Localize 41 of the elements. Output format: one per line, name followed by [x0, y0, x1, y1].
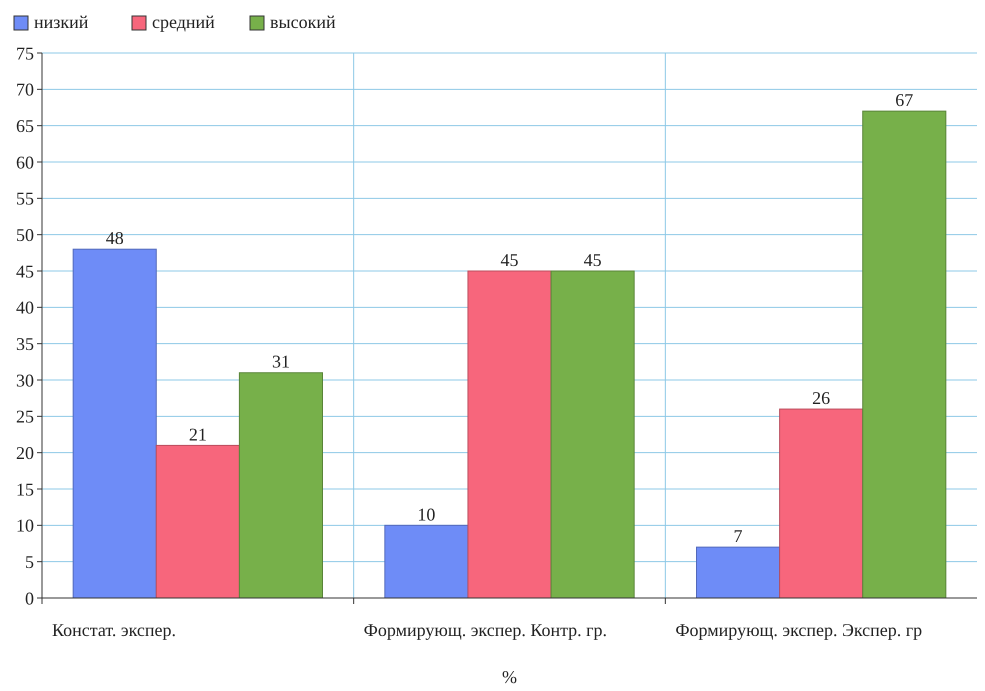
data-label: 31 [272, 352, 290, 372]
bar [156, 444, 240, 598]
y-tick-label: 0 [25, 588, 34, 608]
data-label: 10 [417, 504, 436, 524]
y-tick-label: 15 [16, 479, 34, 500]
data-label: 48 [106, 228, 124, 248]
y-tick-label: 30 [16, 370, 34, 390]
data-label: 26 [812, 388, 830, 408]
y-tick-label: 35 [16, 334, 34, 354]
x-tick-label: Констат. экспер. [52, 620, 176, 640]
bar [862, 110, 946, 598]
data-label: 45 [500, 250, 518, 270]
y-tick-label: 50 [16, 224, 34, 245]
y-tick-label: 10 [16, 516, 34, 536]
y-tick-label: 5 [25, 552, 34, 572]
legend-label: высокий [270, 12, 336, 32]
y-tick-label: 40 [16, 298, 34, 318]
bar [72, 248, 157, 598]
y-tick-label: 60 [16, 152, 34, 172]
y-tick-label: 55 [16, 188, 34, 209]
bar [238, 372, 323, 598]
legend-label: низкий [34, 12, 89, 32]
x-tick-label: Формирующ. экспер. Контр. гр. [364, 620, 608, 640]
bar [467, 270, 552, 598]
data-label: 7 [734, 526, 743, 546]
y-tick-label: 70 [16, 80, 34, 100]
y-tick-label: 75 [16, 43, 34, 64]
data-label: 45 [584, 250, 602, 270]
y-tick-label: 20 [16, 442, 34, 463]
x-axis-title: % [502, 667, 517, 687]
data-label: 67 [895, 90, 914, 110]
legend-label: средний [152, 12, 216, 32]
data-label: 21 [188, 424, 207, 444]
bar [779, 408, 864, 598]
y-tick-label: 65 [16, 116, 34, 136]
y-tick-label: 25 [16, 406, 34, 427]
bar [550, 270, 635, 598]
bar [696, 546, 780, 598]
x-tick-label: Формирующ. экспер. Экспер. гр [675, 620, 922, 640]
bar [384, 524, 468, 598]
y-tick-label: 45 [16, 261, 34, 282]
